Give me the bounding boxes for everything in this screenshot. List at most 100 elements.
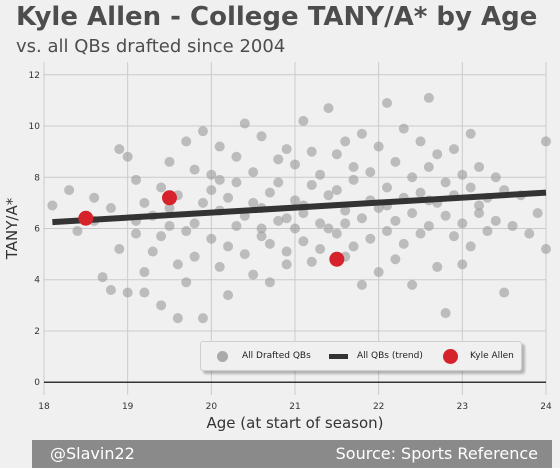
qb-point bbox=[72, 226, 83, 237]
qb-point bbox=[340, 218, 351, 229]
x-tick-label: 22 bbox=[373, 402, 384, 412]
qb-point bbox=[541, 243, 551, 254]
qb-point bbox=[214, 261, 225, 272]
qb-point bbox=[206, 233, 217, 244]
qb-point bbox=[64, 185, 75, 196]
qb-point bbox=[524, 228, 535, 239]
qb-point bbox=[189, 164, 200, 175]
qb-point bbox=[131, 228, 142, 239]
qb-point bbox=[440, 210, 451, 221]
chart-legend: All Drafted QBs All QBs (trend) Kyle All… bbox=[200, 341, 522, 371]
qb-point bbox=[340, 136, 351, 147]
qb-point bbox=[407, 172, 418, 183]
legend-label-all-qbs: All Drafted QBs bbox=[242, 351, 311, 361]
qb-point bbox=[156, 231, 167, 242]
legend-marker-gray-dot bbox=[217, 350, 228, 362]
qb-point bbox=[340, 205, 351, 216]
qb-point bbox=[256, 223, 267, 234]
qb-point bbox=[432, 261, 443, 272]
qb-point bbox=[348, 162, 359, 173]
qb-point bbox=[440, 308, 451, 319]
qb-point bbox=[290, 159, 300, 170]
qb-point bbox=[474, 208, 485, 219]
x-tick-label: 21 bbox=[289, 402, 300, 412]
y-tick-label: 2 bbox=[34, 327, 40, 337]
qb-point bbox=[197, 197, 208, 208]
trend-line bbox=[52, 189, 547, 226]
qb-point bbox=[348, 174, 359, 185]
qb-point bbox=[423, 220, 434, 231]
qb-point bbox=[223, 192, 234, 203]
qb-point bbox=[172, 259, 183, 270]
qb-point bbox=[365, 167, 376, 178]
qb-point bbox=[407, 279, 418, 290]
qb-point bbox=[273, 154, 284, 165]
qb-point bbox=[356, 279, 367, 290]
qb-point bbox=[139, 287, 150, 298]
qb-point bbox=[298, 236, 309, 247]
qb-point bbox=[390, 254, 401, 265]
qb-point bbox=[231, 177, 242, 188]
qb-point bbox=[356, 213, 367, 224]
qb-point bbox=[365, 233, 376, 244]
qb-point bbox=[97, 272, 108, 283]
qb-point bbox=[239, 118, 250, 129]
qb-point bbox=[415, 187, 426, 198]
qb-point bbox=[415, 228, 426, 239]
qb-point bbox=[197, 313, 208, 324]
qb-point bbox=[139, 267, 150, 278]
qb-point bbox=[214, 174, 225, 185]
qb-point bbox=[457, 218, 468, 229]
qb-point bbox=[248, 167, 259, 178]
qb-point bbox=[507, 220, 518, 231]
y-tick-label: 0 bbox=[34, 378, 40, 388]
qb-point bbox=[541, 136, 551, 147]
qb-point bbox=[457, 169, 468, 180]
qb-point bbox=[448, 144, 459, 155]
y-tick-label: 8 bbox=[34, 173, 40, 183]
qb-point bbox=[239, 249, 250, 260]
legend-item-all-qbs: All Drafted QBs bbox=[217, 342, 311, 370]
qb-point bbox=[398, 238, 409, 249]
qb-point bbox=[122, 287, 133, 298]
qb-point bbox=[298, 115, 309, 126]
qb-point bbox=[223, 241, 234, 252]
qb-point bbox=[281, 259, 292, 270]
qb-point bbox=[390, 156, 401, 167]
qb-point bbox=[482, 226, 493, 237]
qb-point bbox=[423, 92, 434, 103]
qb-point bbox=[315, 218, 326, 229]
qb-point bbox=[139, 197, 150, 208]
qb-point bbox=[331, 185, 342, 196]
qb-point bbox=[122, 151, 133, 162]
qb-point bbox=[189, 218, 200, 229]
kyle-allen-point bbox=[78, 210, 94, 226]
qb-point bbox=[348, 241, 359, 252]
qb-point bbox=[465, 128, 476, 139]
qb-point bbox=[331, 228, 342, 239]
qb-point bbox=[373, 141, 384, 152]
qb-point bbox=[382, 182, 393, 193]
qb-point bbox=[407, 208, 418, 219]
qb-point bbox=[306, 146, 317, 157]
qb-point bbox=[156, 300, 167, 311]
qb-point bbox=[214, 141, 225, 152]
kyle-allen-point bbox=[329, 251, 345, 267]
qb-point bbox=[382, 226, 393, 237]
qb-point bbox=[457, 259, 468, 270]
qb-point bbox=[323, 223, 334, 234]
qb-point bbox=[281, 213, 292, 224]
qb-point bbox=[281, 246, 292, 257]
legend-marker-trend-line bbox=[329, 353, 348, 359]
qb-point bbox=[390, 215, 401, 226]
legend-marker-red-dot bbox=[443, 348, 458, 364]
qb-point bbox=[323, 103, 334, 114]
qb-point bbox=[382, 97, 393, 108]
qb-point bbox=[131, 174, 142, 185]
x-tick-label: 23 bbox=[457, 402, 468, 412]
qb-point bbox=[164, 156, 175, 167]
qb-point bbox=[248, 269, 259, 280]
legend-item-trend: All QBs (trend) bbox=[329, 342, 423, 370]
qb-point bbox=[474, 200, 485, 211]
